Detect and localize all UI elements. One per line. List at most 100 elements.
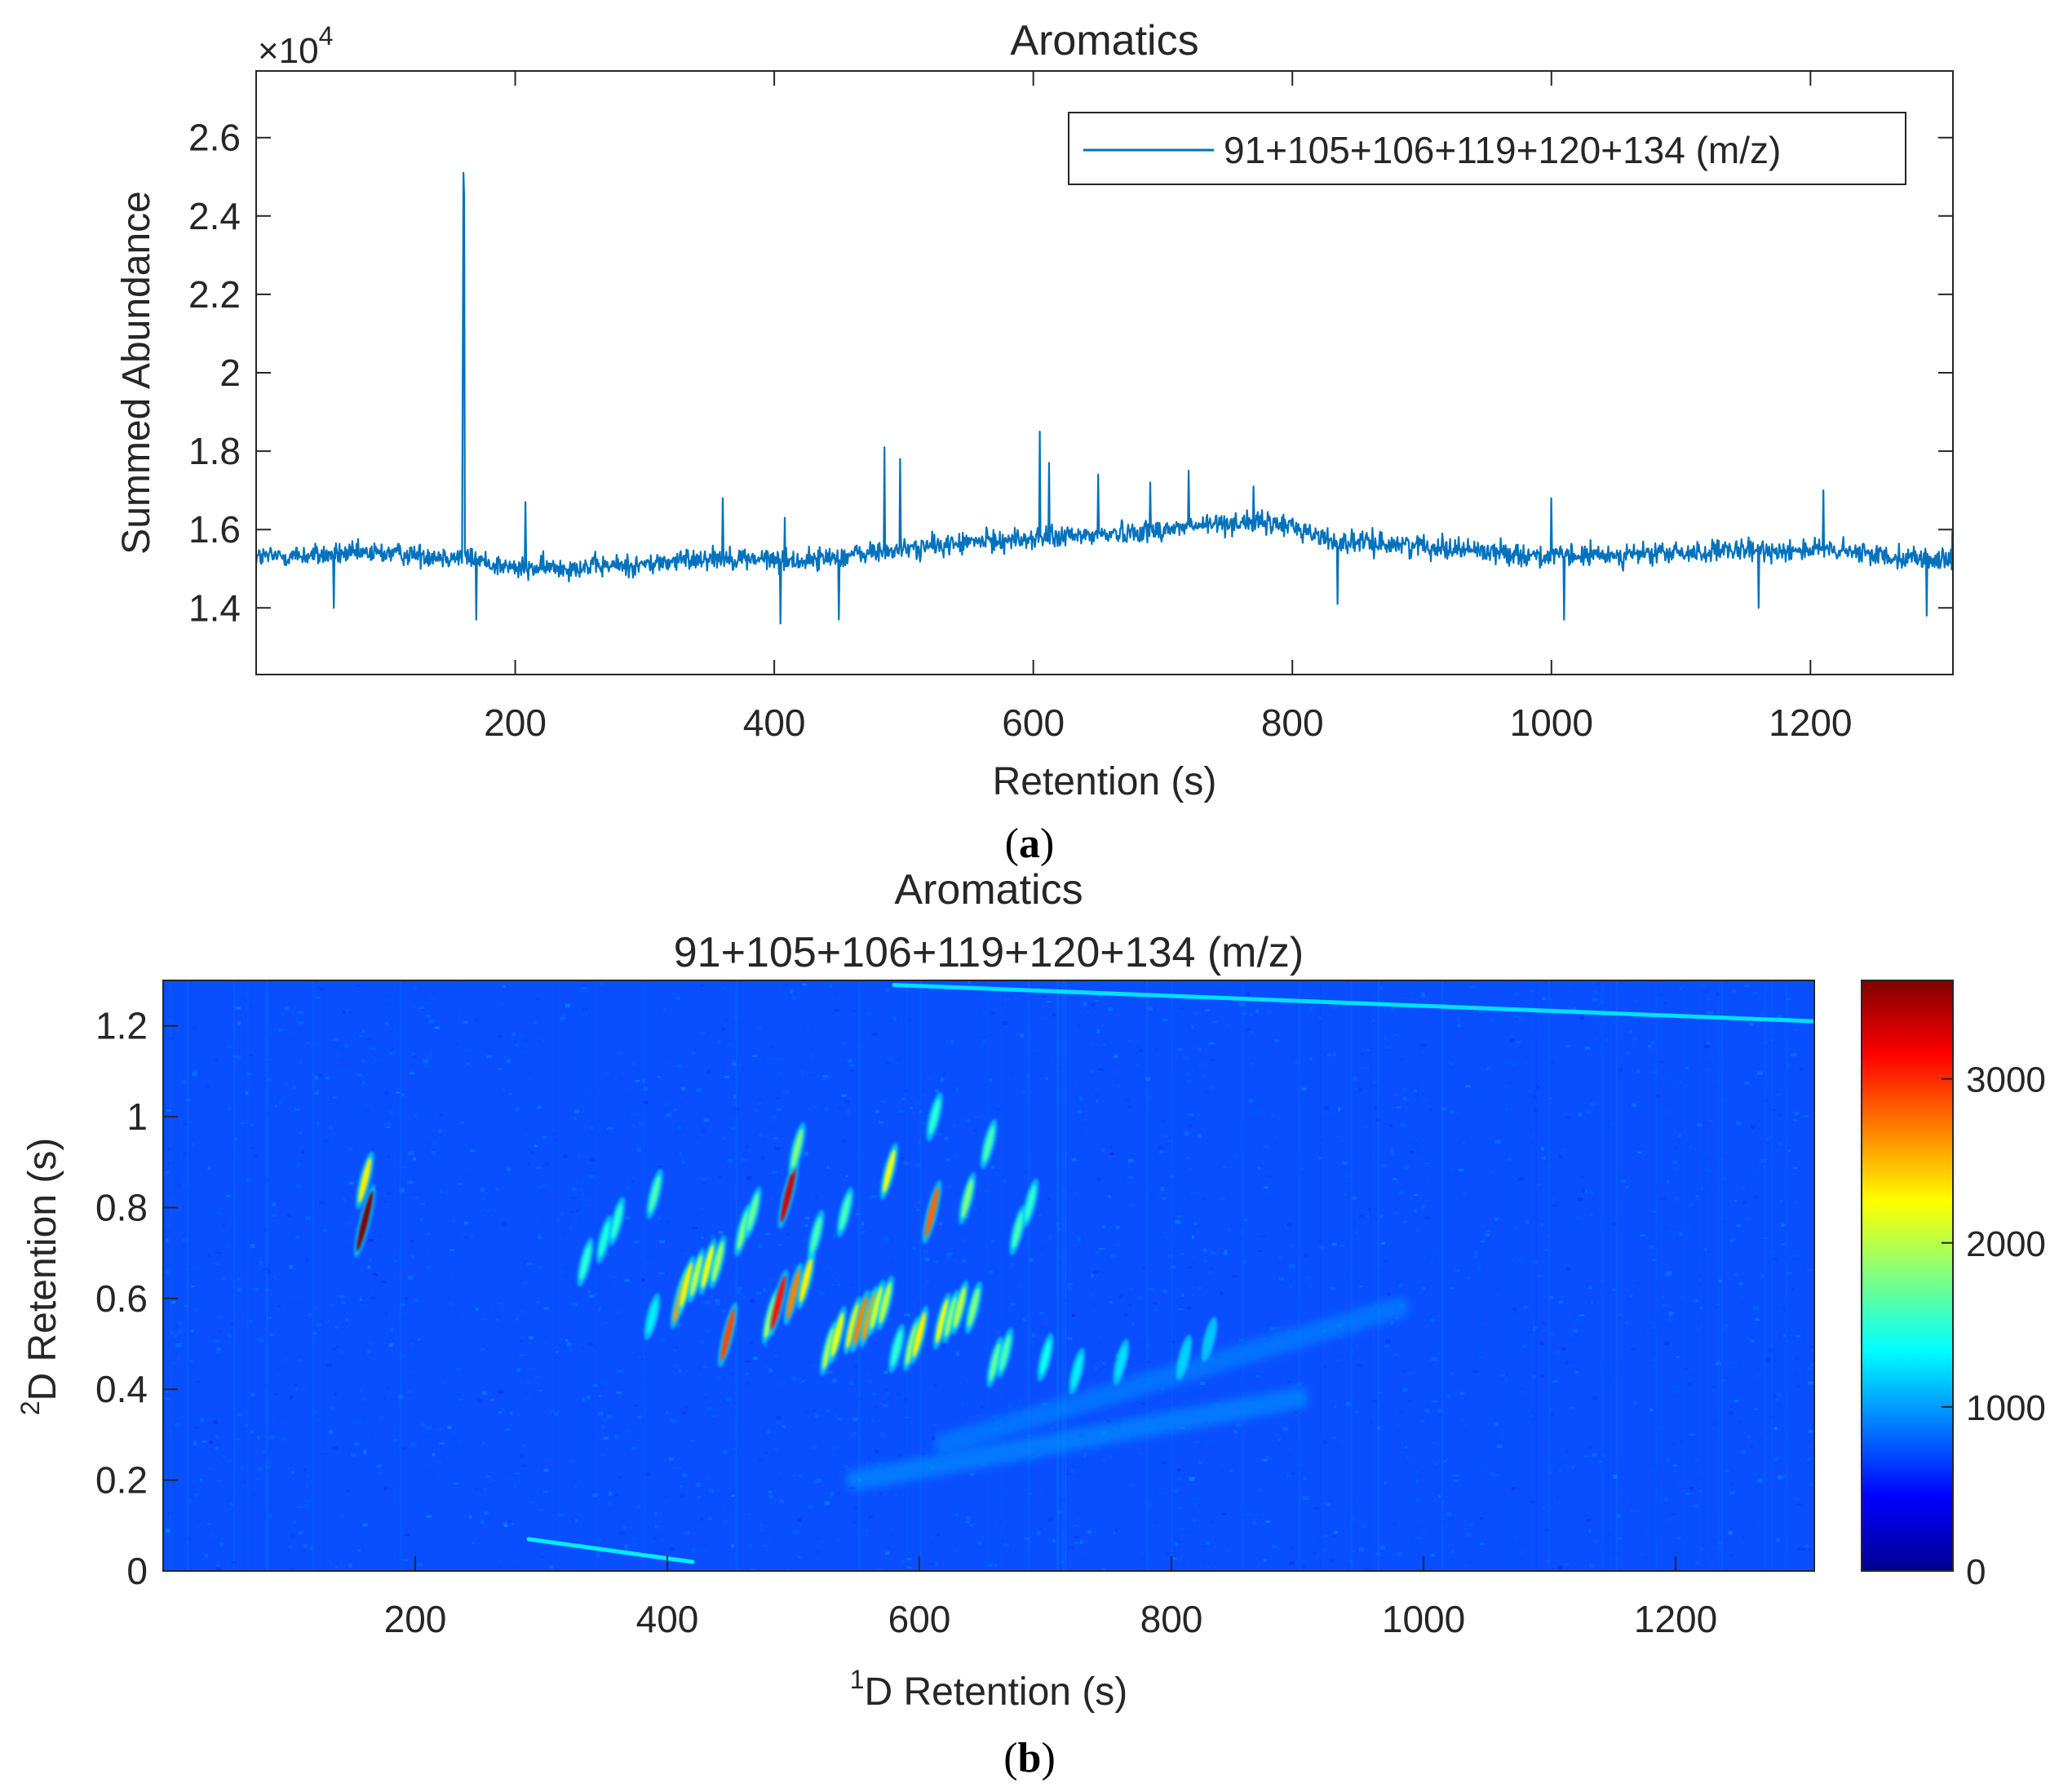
noise-cell	[1613, 1475, 1618, 1479]
noise-cell	[1484, 1015, 1487, 1017]
noise-cell	[825, 1264, 830, 1269]
noise-cell	[1630, 1509, 1636, 1512]
noise-cell	[852, 1506, 858, 1511]
noise-cell	[1782, 1475, 1787, 1478]
noise-cell	[498, 1389, 503, 1394]
noise-cell	[1753, 1184, 1757, 1188]
noise-cell	[1111, 1208, 1115, 1212]
noise-cell	[1397, 1430, 1403, 1433]
noise-cell	[732, 1062, 737, 1066]
noise-cell	[435, 1428, 441, 1431]
noise-cell	[1288, 1263, 1295, 1268]
noise-cell	[214, 1340, 220, 1343]
noise-cell	[274, 1104, 277, 1108]
noise-cell	[1601, 1368, 1604, 1372]
noise-cell	[1332, 1005, 1338, 1009]
streak	[190, 980, 193, 1571]
noise-cell	[1703, 1248, 1707, 1251]
noise-cell	[1377, 1392, 1382, 1394]
noise-cell	[1573, 1007, 1577, 1011]
noise-cell	[1353, 1077, 1357, 1081]
noise-cell	[1332, 1533, 1337, 1538]
noise-cell	[1723, 1324, 1728, 1327]
noise-cell	[746, 1026, 751, 1029]
spot	[1025, 1184, 1036, 1222]
noise-cell	[1585, 1046, 1591, 1050]
noise-cell	[1431, 1357, 1437, 1361]
noise-cell	[358, 1034, 363, 1038]
noise-cell	[1442, 1161, 1448, 1164]
noise-cell	[1464, 1428, 1468, 1432]
noise-cell	[1540, 1147, 1545, 1151]
noise-cell	[1788, 1255, 1793, 1258]
noise-cell	[797, 1536, 802, 1538]
noise-cell	[715, 1299, 720, 1303]
noise-cell	[1161, 1120, 1165, 1123]
noise-cell	[340, 1069, 347, 1073]
noise-cell	[1778, 1117, 1782, 1122]
noise-cell	[1012, 1309, 1016, 1312]
noise-cell	[211, 1052, 217, 1055]
y-tick-label: 0.6	[95, 1277, 148, 1320]
noise-cell	[403, 1559, 409, 1562]
noise-cell	[411, 1343, 414, 1345]
noise-cell	[1776, 1538, 1780, 1542]
noise-cell	[679, 1035, 684, 1038]
noise-cell	[1760, 1273, 1765, 1278]
noise-cell	[875, 1109, 879, 1113]
noise-cell	[1045, 1077, 1048, 1081]
noise-cell	[1738, 1282, 1743, 1285]
streak	[1717, 980, 1720, 1571]
noise-cell	[1414, 1194, 1419, 1197]
noise-cell	[1588, 1285, 1592, 1290]
noise-cell	[1630, 1348, 1636, 1351]
noise-cell	[733, 1112, 738, 1115]
noise-cell	[1350, 1349, 1354, 1354]
noise-cell	[1272, 1545, 1277, 1548]
noise-cell	[582, 1192, 586, 1196]
noise-cell	[1540, 1223, 1543, 1228]
noise-cell	[790, 1358, 795, 1362]
noise-cell	[868, 1378, 873, 1383]
noise-cell	[1549, 1296, 1554, 1299]
noise-cell	[1646, 1333, 1649, 1335]
noise-cell	[1732, 1361, 1738, 1365]
noise-cell	[1115, 1509, 1121, 1514]
noise-cell	[976, 1414, 980, 1417]
noise-cell	[345, 1317, 349, 1322]
x-tick-label: 400	[636, 1598, 699, 1640]
noise-cell	[425, 1464, 428, 1467]
noise-cell	[1511, 1487, 1516, 1490]
noise-cell	[1286, 1223, 1292, 1227]
noise-cell	[1798, 1313, 1803, 1318]
noise-cell	[1774, 1044, 1779, 1048]
noise-cell	[1456, 1017, 1460, 1020]
noise-cell	[1701, 1187, 1705, 1190]
noise-cell	[775, 1421, 781, 1425]
noise-cell	[350, 1416, 355, 1419]
noise-cell	[1652, 1464, 1657, 1467]
noise-cell	[1373, 1081, 1379, 1083]
noise-cell	[844, 1109, 851, 1112]
noise-cell	[1352, 1196, 1357, 1200]
noise-cell	[616, 1392, 622, 1394]
noise-cell	[249, 1005, 253, 1007]
noise-cell	[968, 980, 972, 984]
noise-cell	[511, 1523, 514, 1525]
streak	[1028, 980, 1030, 1571]
noise-cell	[532, 1563, 537, 1568]
noise-cell	[1434, 1483, 1438, 1487]
noise-cell	[453, 1254, 458, 1257]
noise-cell	[600, 1387, 605, 1391]
noise-cell	[1030, 1342, 1036, 1346]
noise-cell	[1467, 1533, 1472, 1537]
noise-cell	[1381, 1164, 1387, 1168]
noise-cell	[1777, 1015, 1782, 1019]
noise-cell	[1680, 1440, 1683, 1445]
noise-cell	[1290, 1267, 1293, 1270]
noise-cell	[1071, 1466, 1077, 1469]
noise-cell	[1460, 1392, 1465, 1395]
noise-cell	[366, 1289, 370, 1293]
noise-cell	[773, 1354, 778, 1357]
noise-cell	[1404, 1165, 1410, 1169]
